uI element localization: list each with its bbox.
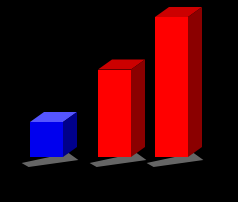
Polygon shape (22, 153, 78, 167)
Polygon shape (98, 70, 131, 157)
Polygon shape (30, 113, 77, 122)
Polygon shape (131, 60, 145, 157)
Polygon shape (89, 153, 146, 167)
Polygon shape (188, 8, 202, 157)
Polygon shape (155, 18, 188, 157)
Polygon shape (147, 153, 203, 167)
Polygon shape (63, 113, 77, 157)
Polygon shape (98, 60, 145, 70)
Polygon shape (30, 122, 63, 157)
Polygon shape (155, 8, 202, 18)
